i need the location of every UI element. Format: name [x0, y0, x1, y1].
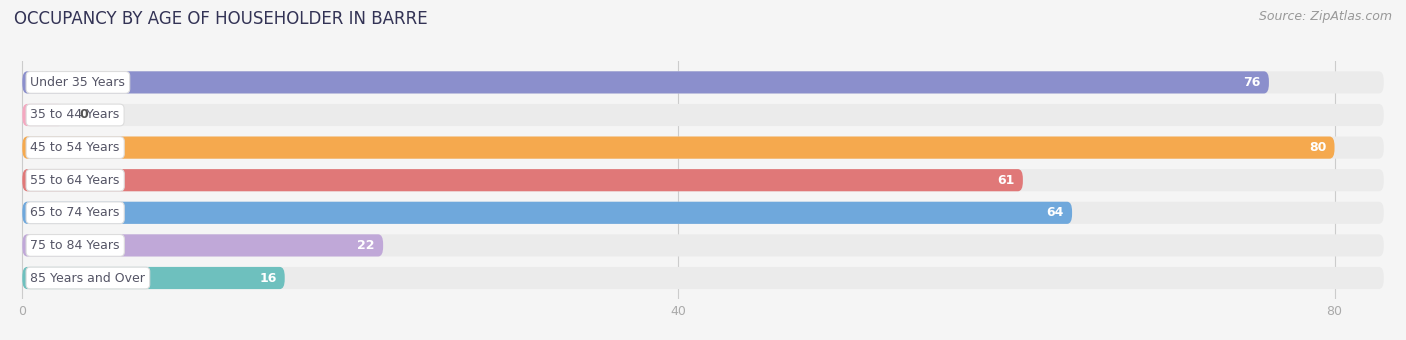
Text: 35 to 44 Years: 35 to 44 Years	[31, 108, 120, 121]
FancyBboxPatch shape	[22, 267, 1384, 289]
Text: 61: 61	[997, 174, 1015, 187]
FancyBboxPatch shape	[22, 137, 1334, 159]
Text: Source: ZipAtlas.com: Source: ZipAtlas.com	[1258, 10, 1392, 23]
Text: OCCUPANCY BY AGE OF HOUSEHOLDER IN BARRE: OCCUPANCY BY AGE OF HOUSEHOLDER IN BARRE	[14, 10, 427, 28]
Text: 64: 64	[1046, 206, 1064, 219]
FancyBboxPatch shape	[22, 267, 284, 289]
FancyBboxPatch shape	[22, 104, 1384, 126]
Text: 85 Years and Over: 85 Years and Over	[31, 272, 145, 285]
Text: Under 35 Years: Under 35 Years	[31, 76, 125, 89]
Text: 76: 76	[1243, 76, 1261, 89]
FancyBboxPatch shape	[22, 202, 1384, 224]
Text: 0: 0	[80, 108, 89, 121]
FancyBboxPatch shape	[22, 104, 63, 126]
FancyBboxPatch shape	[22, 234, 1384, 256]
Text: 80: 80	[1309, 141, 1326, 154]
FancyBboxPatch shape	[22, 234, 382, 256]
FancyBboxPatch shape	[22, 169, 1384, 191]
FancyBboxPatch shape	[22, 71, 1268, 94]
Text: 65 to 74 Years: 65 to 74 Years	[31, 206, 120, 219]
FancyBboxPatch shape	[22, 137, 1384, 159]
Text: 55 to 64 Years: 55 to 64 Years	[31, 174, 120, 187]
Text: 45 to 54 Years: 45 to 54 Years	[31, 141, 120, 154]
Text: 22: 22	[357, 239, 375, 252]
FancyBboxPatch shape	[22, 169, 1022, 191]
FancyBboxPatch shape	[22, 202, 1073, 224]
FancyBboxPatch shape	[22, 71, 1384, 94]
Text: 75 to 84 Years: 75 to 84 Years	[31, 239, 120, 252]
Text: 16: 16	[259, 272, 277, 285]
